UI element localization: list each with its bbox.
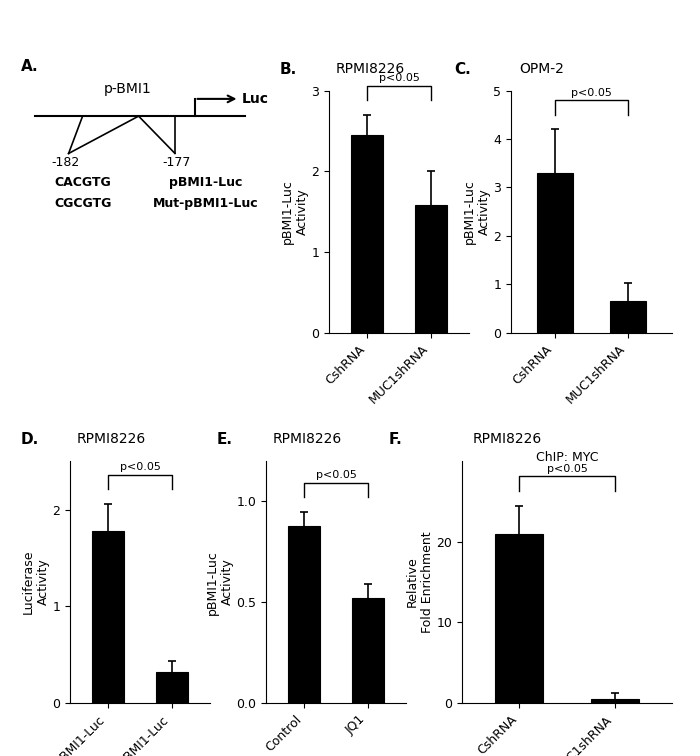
- Text: -182: -182: [52, 156, 80, 169]
- Text: p-BMI1: p-BMI1: [104, 82, 151, 96]
- Text: -177: -177: [162, 156, 190, 169]
- Text: C.: C.: [455, 62, 471, 76]
- Y-axis label: Luciferase
Activity: Luciferase Activity: [22, 550, 50, 615]
- Text: OPM-2: OPM-2: [519, 62, 564, 76]
- Text: B.: B.: [280, 62, 298, 76]
- Bar: [352, 598, 384, 703]
- Text: p<0.05: p<0.05: [120, 462, 160, 472]
- Y-axis label: Relative
Fold Enrichment: Relative Fold Enrichment: [405, 531, 433, 633]
- Text: RPMI8226: RPMI8226: [77, 432, 146, 446]
- Text: RPMI8226: RPMI8226: [473, 432, 542, 446]
- Bar: [591, 699, 638, 703]
- Text: Luc: Luc: [242, 92, 270, 106]
- Bar: [92, 531, 124, 703]
- Text: RPMI8226: RPMI8226: [273, 432, 342, 446]
- Y-axis label: pBMI1-Luc
Activity: pBMI1-Luc Activity: [281, 179, 309, 244]
- Bar: [351, 135, 383, 333]
- Text: RPMI8226: RPMI8226: [336, 62, 405, 76]
- Text: p<0.05: p<0.05: [547, 464, 587, 474]
- Text: CACGTG: CACGTG: [54, 176, 111, 190]
- Text: A.: A.: [21, 59, 38, 73]
- Text: ChIP: MYC: ChIP: MYC: [536, 451, 598, 464]
- Text: E.: E.: [217, 432, 233, 447]
- Text: D.: D.: [21, 432, 39, 447]
- Bar: [537, 173, 573, 333]
- Text: p<0.05: p<0.05: [571, 88, 612, 98]
- Text: CGCGTG: CGCGTG: [54, 197, 111, 209]
- Text: F.: F.: [389, 432, 402, 447]
- Bar: [156, 672, 188, 703]
- Y-axis label: pBMI1-Luc
Activity: pBMI1-Luc Activity: [463, 179, 491, 244]
- Bar: [415, 205, 447, 333]
- Text: p<0.05: p<0.05: [316, 470, 356, 480]
- Text: p<0.05: p<0.05: [379, 73, 419, 83]
- Text: pBMI1-Luc: pBMI1-Luc: [169, 176, 242, 190]
- Bar: [496, 534, 543, 703]
- Bar: [610, 301, 646, 333]
- Bar: [288, 525, 320, 703]
- Text: Mut-pBMI1-Luc: Mut-pBMI1-Luc: [153, 197, 258, 209]
- Y-axis label: pBMI1-Luc
Activity: pBMI1-Luc Activity: [206, 550, 234, 615]
